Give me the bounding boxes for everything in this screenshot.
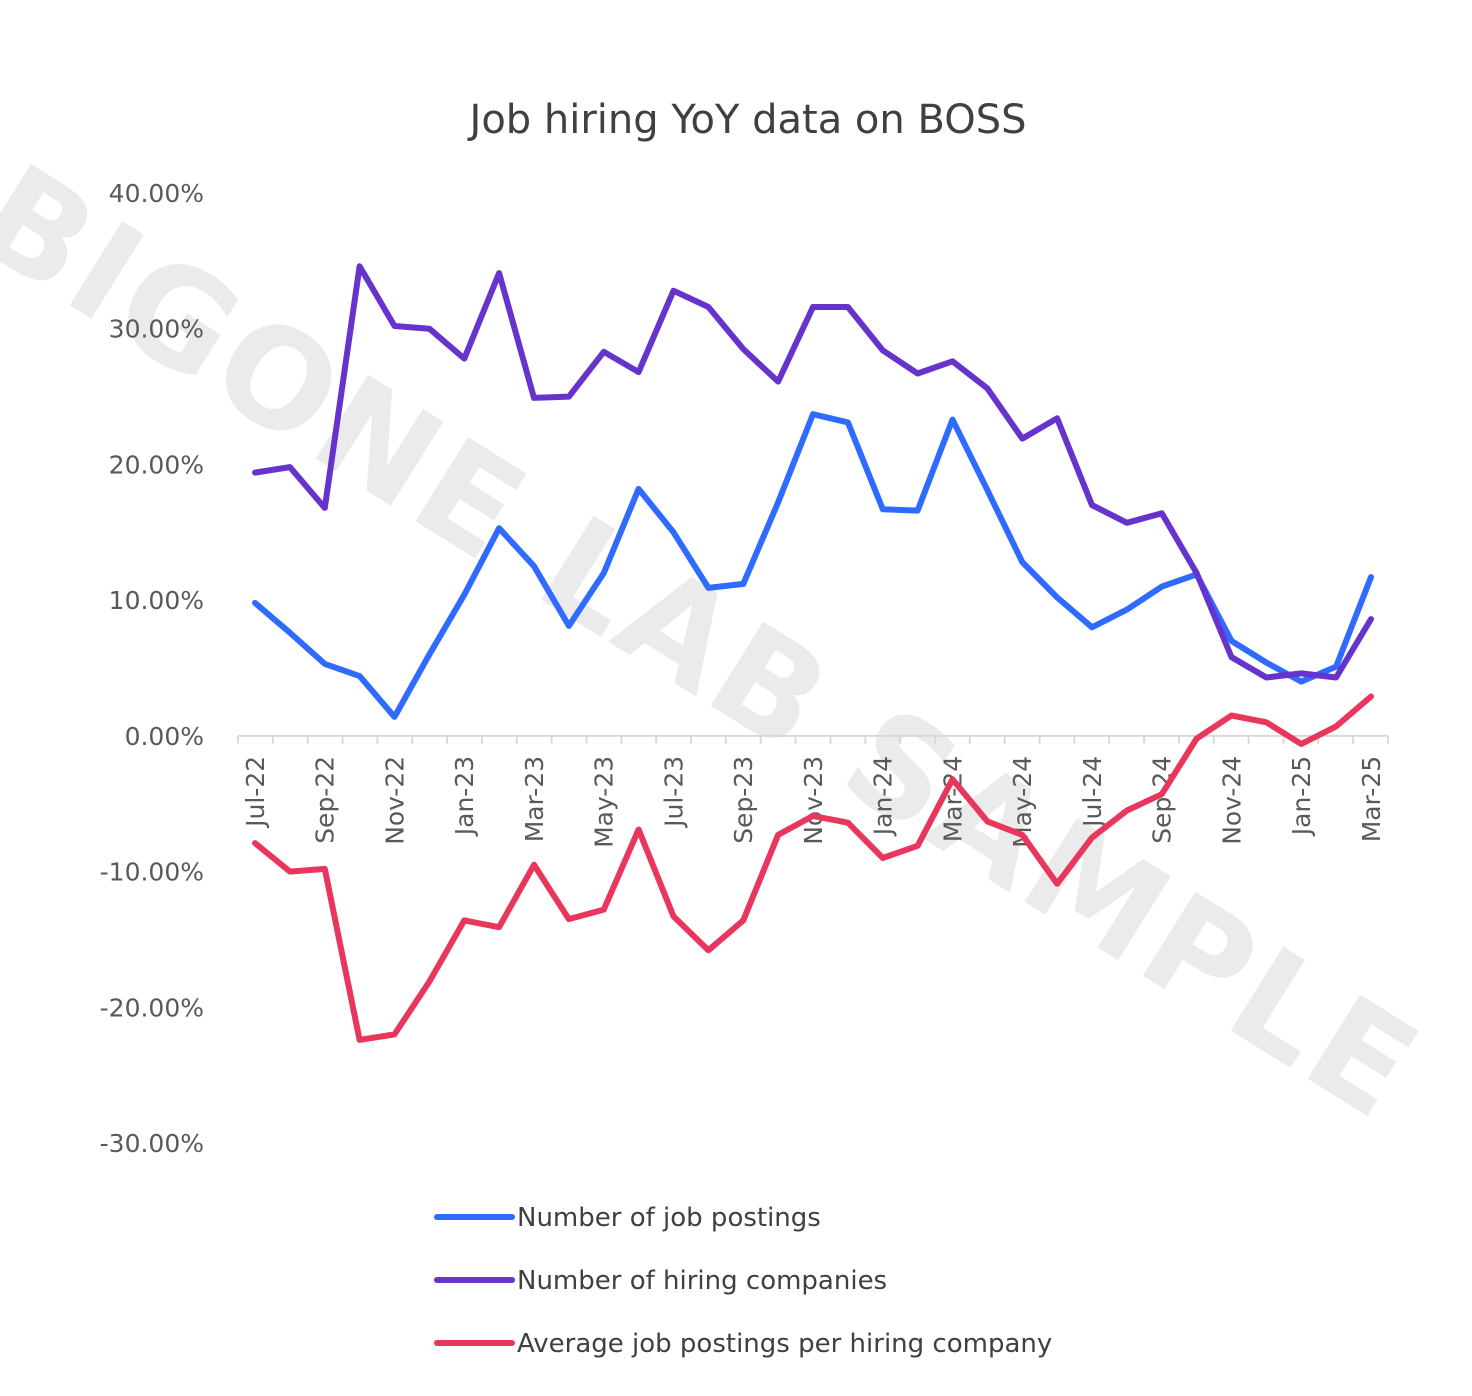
x-tick-label: Jan-24	[869, 756, 898, 837]
legend-item: Number of hiring companies	[434, 1266, 887, 1296]
x-tick-label: Sep-23	[729, 756, 758, 844]
x-tick-label: Jan-25	[1287, 756, 1316, 837]
x-tick-label: Nov-22	[381, 756, 410, 845]
x-tick-label: Nov-23	[799, 756, 828, 845]
legend-item: Average job postings per hiring company	[434, 1329, 1052, 1359]
legend-item: Number of job postings	[434, 1203, 821, 1233]
series-line-1	[252, 411, 1374, 720]
x-tick-label: May-23	[590, 756, 619, 848]
x-tick-label: Mar-25	[1357, 756, 1386, 842]
y-tick-label: -20.00%	[100, 993, 204, 1022]
y-tick-label: 40.00%	[109, 179, 204, 208]
x-tick-label: Nov-24	[1218, 756, 1247, 845]
x-tick-label: Jul-24	[1078, 756, 1107, 829]
y-tick-label: 20.00%	[109, 450, 204, 479]
series-line-2	[252, 263, 1374, 681]
x-tick-label: Mar-23	[520, 756, 549, 842]
legend-label: Number of hiring companies	[517, 1266, 887, 1296]
y-tick-label: 30.00%	[109, 315, 204, 344]
x-axis: Jul-22 Sep-22 Nov-22 Jan-23 Mar-23 May-23 Jul-…	[237, 734, 1389, 848]
y-tick-label: -30.00%	[100, 1129, 204, 1158]
y-tick-label: -10.00%	[100, 858, 204, 887]
legend-label: Average job postings per hiring company	[517, 1329, 1052, 1359]
series-layer	[252, 263, 1374, 1043]
legend-label: Number of job postings	[517, 1203, 821, 1233]
series-line-3	[252, 693, 1374, 1043]
x-tick-label: Jul-23	[660, 756, 689, 829]
chart-title: Job hiring YoY data on BOSS	[467, 97, 1027, 143]
x-tick-label: Sep-22	[311, 756, 340, 844]
y-tick-label: 10.00%	[109, 586, 204, 615]
legend: Number of job postings Number of hiring c…	[434, 1203, 1052, 1359]
x-tick-label: Jul-22	[241, 756, 270, 829]
x-tick-label: Jan-23	[450, 756, 479, 837]
y-tick-label: 0.00%	[125, 722, 204, 751]
y-axis: 40.00% 30.00% 20.00% 10.00% 0.00% -10.00% -20.…	[100, 179, 204, 1158]
